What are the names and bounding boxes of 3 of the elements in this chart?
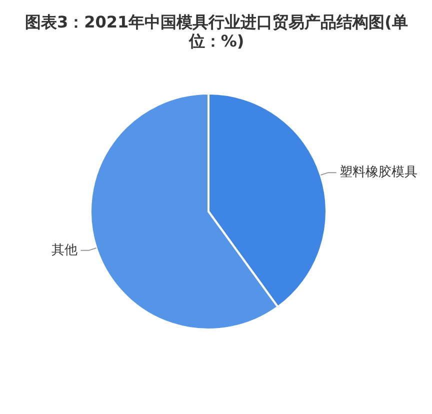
chart-title: 图表3：2021年中国模具行业进口贸易产品结构图(单位：%) — [25, 12, 408, 50]
slice-label: 塑料橡胶模具 — [339, 164, 418, 180]
slice-label: 其他 — [52, 242, 78, 258]
